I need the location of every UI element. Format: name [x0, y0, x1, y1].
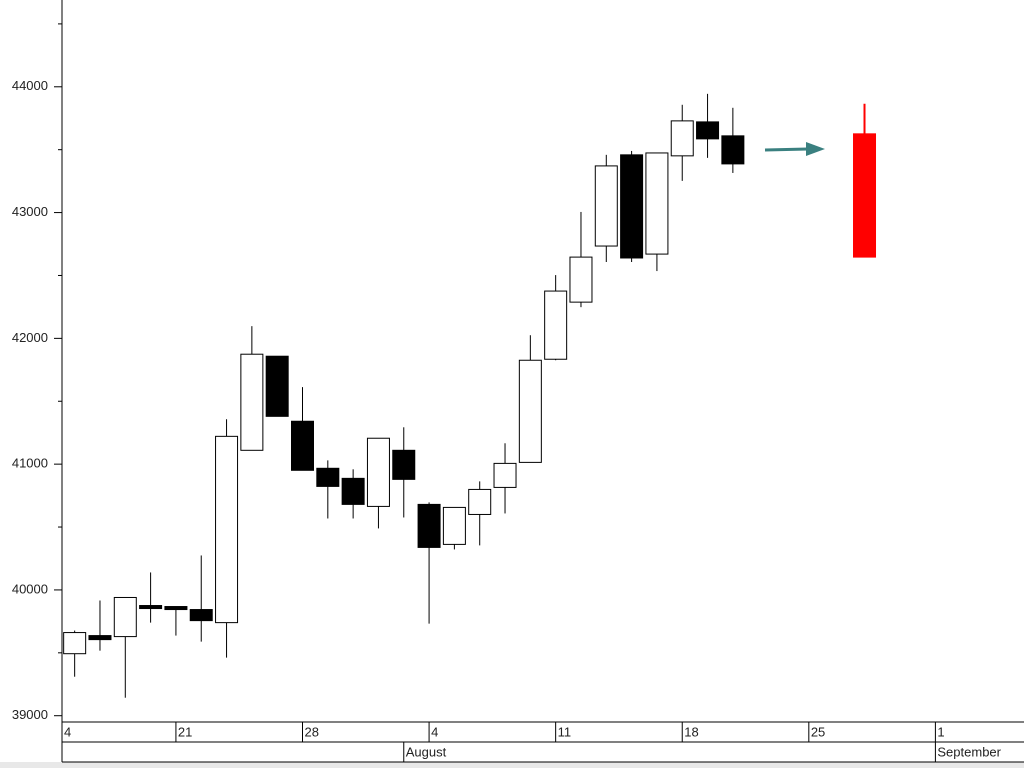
y-tick-label: 44000 — [12, 78, 48, 93]
x-tick-label: 25 — [811, 724, 825, 739]
x-tick-label: 21 — [178, 724, 192, 739]
candle-body — [240, 353, 264, 451]
candle-body — [544, 290, 568, 360]
candle-body — [392, 449, 416, 480]
y-tick-label: 39000 — [12, 707, 48, 722]
candle-body — [265, 355, 289, 417]
candle-body — [417, 503, 441, 548]
y-tick-label: 41000 — [12, 456, 48, 471]
x-tick-label: 28 — [305, 724, 319, 739]
candle-body — [696, 121, 720, 140]
arrow-head — [806, 142, 825, 156]
candle-body — [366, 437, 390, 507]
x-tick-label: 11 — [558, 724, 572, 739]
month-label: August — [406, 744, 447, 759]
candle-body — [518, 359, 542, 463]
candle-body — [164, 606, 188, 611]
x-tick-label: 4 — [64, 724, 71, 739]
month-label: September — [937, 744, 1001, 759]
candle-body — [670, 120, 694, 157]
candle-body — [139, 605, 163, 610]
candle-body — [63, 632, 87, 655]
candle-body — [215, 435, 239, 624]
candle-body — [493, 462, 517, 488]
y-tick-label: 43000 — [12, 204, 48, 219]
candle-body — [88, 635, 112, 641]
x-tick-label: 18 — [684, 724, 698, 739]
candle-body — [620, 154, 644, 259]
candle-body — [569, 256, 593, 303]
candle-body — [113, 596, 137, 638]
candle-body — [645, 152, 669, 255]
y-tick-label: 40000 — [12, 581, 48, 596]
x-tick-label: 1 — [937, 724, 944, 739]
candle-body — [316, 467, 340, 487]
candle-body — [468, 488, 492, 515]
candle-body — [189, 609, 213, 622]
footer-strip — [0, 762, 1024, 768]
arrow-shaft — [764, 147, 809, 152]
candle-body — [594, 165, 618, 247]
candle-body — [853, 133, 877, 258]
candle-body — [442, 506, 466, 545]
y-tick-label: 42000 — [12, 330, 48, 345]
x-tick-label: 4 — [431, 724, 438, 739]
candle-body — [291, 420, 314, 471]
arrow — [764, 142, 825, 156]
candle-body — [341, 477, 365, 505]
candle-body — [721, 135, 745, 165]
